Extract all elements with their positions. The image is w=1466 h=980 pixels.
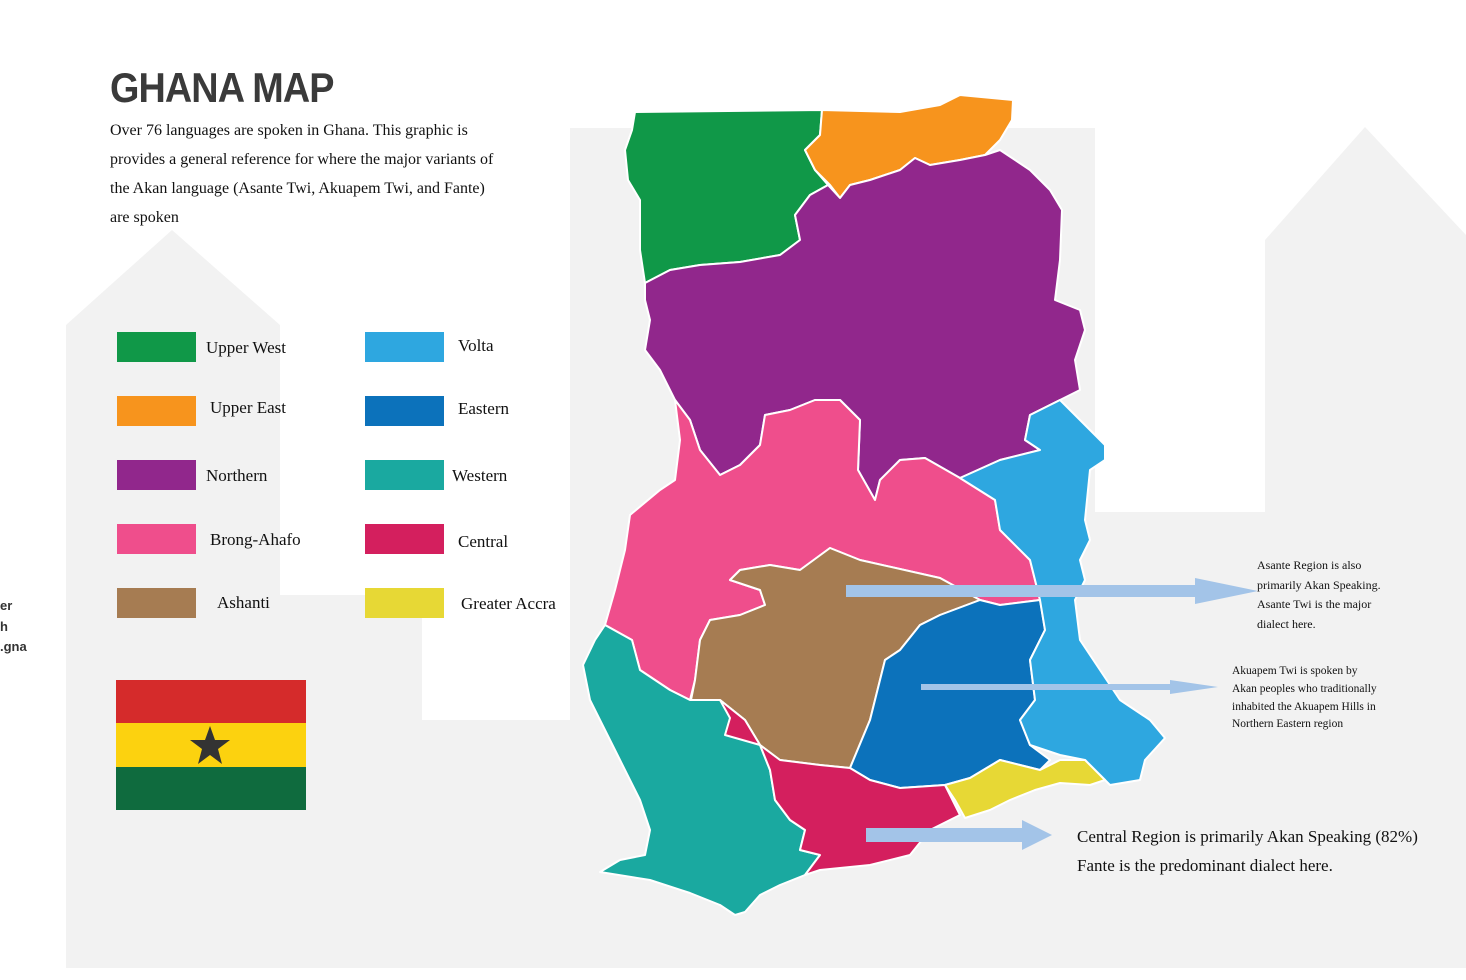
ghana-map [582,94,1166,916]
legend-label: Greater Accra [461,594,556,613]
ghana-flag [116,680,306,810]
arrow [846,578,1258,604]
region-western [582,624,821,916]
legend-label: Northern [206,466,268,485]
text-line: .gna [0,639,27,654]
legend-swatch [117,332,196,362]
text-line: Northern Eastern region [1232,718,1344,731]
title: GHANA MAP [110,64,334,111]
legend-label: Central [458,532,509,551]
text-line: inhabited the Akuapem Hills in [1232,700,1376,713]
text-line: Akuapem Twi is spoken by [1232,665,1358,677]
legend-swatch [117,524,196,554]
legend-label: Ashanti [217,593,270,612]
legend-swatch [117,460,196,490]
annotation: Akuapem Twi is spoken by Akan peoples who… [1232,663,1377,734]
annotation: Central Region is primarily Akan Speakin… [1077,822,1418,880]
text-line: dialect here. [1257,616,1316,631]
text-line: are spoken [110,209,179,226]
text-line: Asante Region is also [1257,558,1362,572]
legend-swatch [117,588,196,618]
legend-swatches [117,332,444,618]
flag-star [190,726,230,764]
legend-swatch [365,588,444,618]
annotation: Asante Region is also primarily Akan Spea… [1257,556,1381,634]
flag-stripe [116,680,306,723]
legend-label: Volta [458,336,494,355]
legend-label: Eastern [458,399,509,418]
description: Over 76 languages are spoken in Ghana. T… [110,116,493,232]
text-line: Central Region is primarily Akan Speakin… [1077,827,1418,846]
legend-label: Upper East [210,398,287,417]
legend-label: Brong-Ahafo [210,530,301,549]
text-line: Fante is the predominant dialect here. [1077,856,1333,875]
text-line: Asante Twi is the major [1257,597,1372,611]
text-line: Akan peoples who traditionally [1232,682,1377,695]
legend-label: Western [452,466,508,485]
legend-swatch [117,396,196,426]
legend-swatch [365,396,444,426]
legend-swatch [365,460,444,490]
region-greater-accra [944,759,1106,819]
arrow [921,680,1218,694]
legend-swatch [365,332,444,362]
text-line: primarily Akan Speaking. [1257,577,1381,592]
text-line: the Akan language (Asante Twi, Akuapem T… [110,180,485,197]
text-line: Over 76 languages are spoken in Ghana. T… [110,122,468,139]
text-line: er [0,598,13,613]
text-line: provides a general reference for where t… [110,151,494,168]
edge-fragments: er h .gna [0,596,27,658]
legend-swatch [365,524,444,554]
legend-label: Upper West [206,338,286,357]
flag-stripe [116,767,306,810]
arrow [866,820,1052,850]
text-line: h [0,618,8,634]
arrows [846,578,1258,850]
